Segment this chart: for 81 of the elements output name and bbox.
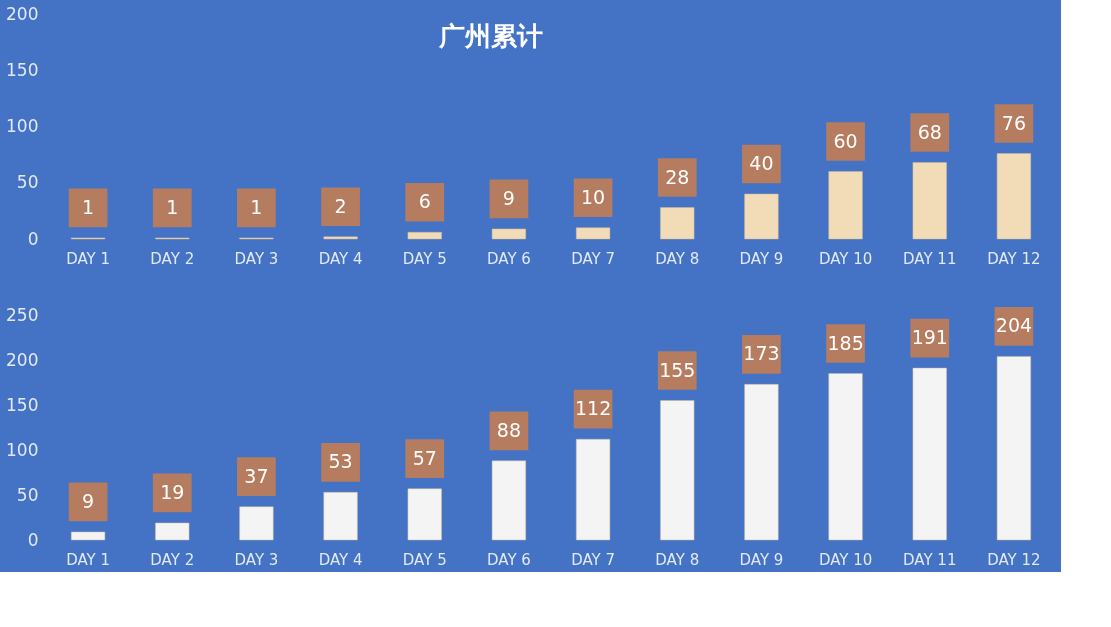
data-label: 155 [659,358,696,381]
data-label: 28 [665,165,690,188]
data-label: 19 [160,480,185,503]
bar [239,506,274,541]
data-label: 76 [1001,111,1027,134]
x-tick-label: DAY 12 [987,249,1041,268]
data-label: 10 [580,185,606,208]
x-tick-label: DAY 3 [234,550,279,569]
x-tick-label: DAY 7 [571,249,616,268]
bar [660,207,695,240]
x-tick-label: DAY 1 [66,249,111,268]
bar [323,492,358,541]
data-label: 1 [250,195,263,218]
bar [491,228,526,240]
x-tick-label: DAY 2 [150,249,195,268]
x-tick-label: DAY 8 [655,249,700,268]
bar [407,488,442,541]
y-tick-label: 200 [6,349,39,370]
chart-title: 广州累计 [438,21,543,51]
x-tick-label: DAY 5 [402,550,447,569]
bar [323,236,358,240]
bar [491,460,526,541]
y-tick-label: 200 [6,3,39,24]
data-label: 9 [82,489,95,512]
data-label: 204 [995,314,1033,337]
data-label: 37 [244,464,269,487]
bar [71,531,106,541]
bar [828,373,863,541]
bar [828,171,863,240]
data-label: 88 [496,418,522,441]
bar [576,438,611,541]
x-tick-label: DAY 3 [234,249,279,268]
data-label: 1 [82,195,95,218]
x-tick-label: DAY 4 [318,249,363,268]
bar [912,367,947,541]
x-tick-label: DAY 10 [818,550,873,569]
bar [744,384,779,541]
x-tick-label: DAY 5 [402,249,447,268]
bar [912,162,947,240]
x-tick-label: DAY 10 [818,249,873,268]
x-tick-label: DAY 11 [903,550,957,569]
y-tick-label: 150 [6,59,39,80]
data-label: 1 [166,195,179,218]
bar [407,232,442,240]
data-label: 173 [743,342,780,365]
x-tick-label: DAY 6 [486,550,531,569]
x-tick-label: DAY 1 [66,550,111,569]
y-tick-label: 100 [6,439,39,460]
data-label: 6 [418,190,431,213]
y-tick-label: 50 [16,172,39,193]
data-label: 2 [334,194,347,217]
y-tick-label: 100 [6,116,39,136]
bar [155,522,190,541]
x-tick-label: DAY 9 [739,249,784,268]
bar [576,227,611,240]
y-tick-label: 50 [16,484,39,505]
data-label: 57 [412,446,437,469]
y-tick-label: 150 [6,394,39,415]
x-tick-label: DAY 8 [655,550,700,569]
data-label: 9 [502,186,515,209]
y-tick-label: 0 [27,228,39,249]
bar [996,153,1031,240]
data-label: 185 [827,331,864,354]
data-label: 60 [833,129,858,152]
bar [996,356,1031,541]
data-label: 191 [911,326,948,349]
x-tick-label: DAY 2 [150,550,195,569]
data-label: 40 [749,152,774,174]
x-tick-label: DAY 4 [318,550,363,569]
x-tick-label: DAY 6 [486,249,531,268]
bar [744,193,779,240]
y-tick-label: 250 [6,304,39,325]
data-label: 53 [328,450,353,473]
data-label: 112 [574,397,612,420]
x-tick-label: DAY 11 [903,249,957,268]
data-label: 68 [917,120,942,143]
x-tick-label: DAY 12 [987,550,1041,569]
bar [660,400,695,541]
x-tick-label: DAY 7 [571,550,616,569]
x-tick-label: DAY 9 [739,550,784,569]
y-tick-label: 0 [27,529,39,550]
